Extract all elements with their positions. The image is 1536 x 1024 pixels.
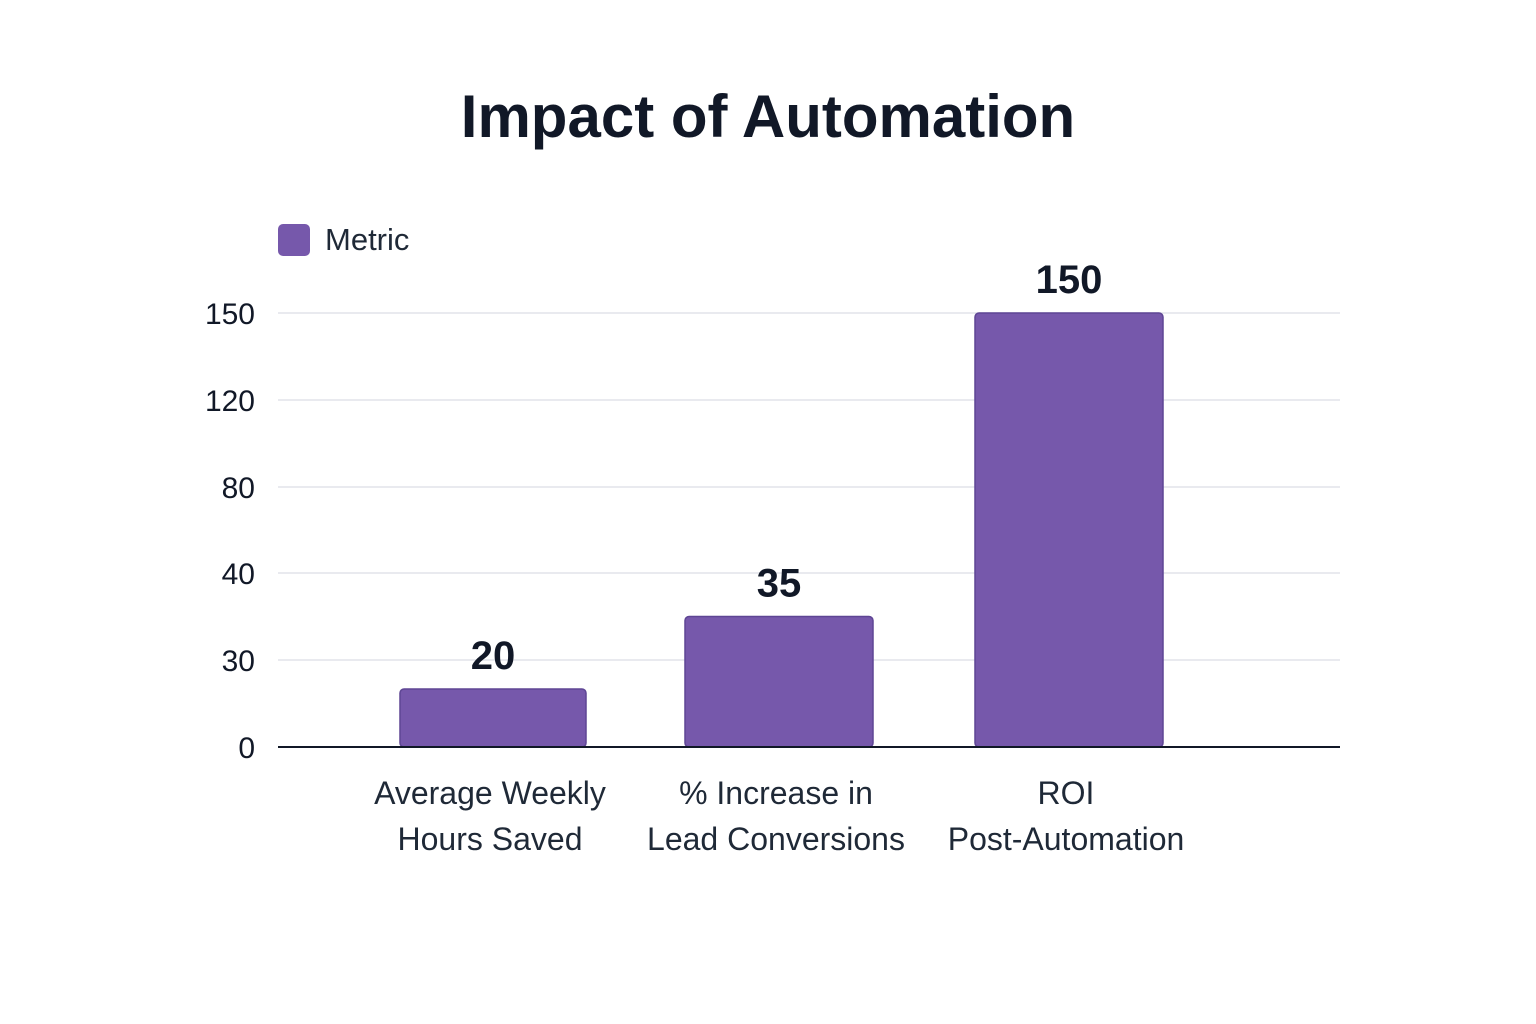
x-tick-label: Average Weekly (374, 775, 606, 811)
x-tick-label: % Increase in (679, 775, 873, 811)
x-tick-label: ROI (1038, 775, 1095, 811)
bar (684, 615, 874, 748)
data-label: 35 (757, 562, 802, 606)
x-tick-label: Lead Conversions (647, 821, 905, 857)
y-tick-label: 0 (238, 732, 255, 765)
bar (399, 688, 587, 748)
data-label: 150 (1036, 258, 1103, 302)
x-tick-label: Hours Saved (398, 821, 583, 857)
y-tick-label: 150 (205, 298, 255, 331)
y-tick-label: 120 (205, 385, 255, 418)
legend: Metric (278, 222, 409, 258)
legend-swatch-metric (278, 224, 310, 256)
legend-label-metric: Metric (325, 222, 410, 257)
data-label: 20 (471, 634, 516, 678)
y-tick-label: 40 (222, 558, 255, 591)
y-tick-label: 80 (222, 472, 255, 505)
chart-title: Impact of Automation (460, 83, 1076, 150)
x-tick-label: Post-Automation (948, 821, 1185, 857)
bar (974, 312, 1164, 748)
y-tick-label: 30 (222, 645, 255, 678)
